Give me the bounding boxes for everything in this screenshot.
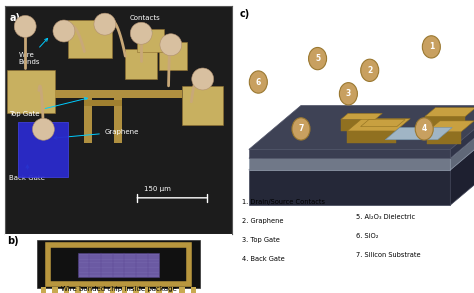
Text: 7. Silicon Substrate: 7. Silicon Substrate — [356, 252, 420, 258]
FancyBboxPatch shape — [159, 42, 187, 70]
Circle shape — [415, 118, 433, 140]
Bar — [75, 287, 81, 293]
Text: Graphene: Graphene — [54, 129, 139, 139]
Circle shape — [309, 47, 327, 70]
Polygon shape — [249, 105, 474, 149]
Bar — [84, 93, 92, 143]
Circle shape — [33, 118, 55, 140]
Text: 4: 4 — [421, 125, 427, 133]
FancyBboxPatch shape — [68, 20, 112, 58]
Circle shape — [292, 118, 310, 140]
Bar — [48, 245, 189, 284]
Bar — [191, 287, 196, 293]
Text: 6. SiO₂: 6. SiO₂ — [356, 233, 378, 239]
Bar — [121, 287, 127, 293]
Polygon shape — [450, 105, 474, 158]
Circle shape — [53, 20, 75, 42]
FancyBboxPatch shape — [182, 86, 223, 125]
Text: 5: 5 — [315, 54, 320, 63]
Polygon shape — [249, 170, 450, 205]
Circle shape — [14, 16, 36, 38]
Text: Wire
Bonds: Wire Bonds — [18, 38, 47, 65]
Text: Back Gate: Back Gate — [9, 165, 45, 180]
Polygon shape — [361, 127, 397, 138]
Circle shape — [160, 34, 182, 56]
FancyBboxPatch shape — [7, 70, 55, 113]
Polygon shape — [361, 120, 405, 127]
Polygon shape — [450, 114, 474, 170]
Bar — [36, 240, 201, 288]
Circle shape — [130, 22, 152, 44]
Text: 150 μm: 150 μm — [144, 186, 170, 192]
Bar — [84, 100, 122, 106]
Circle shape — [94, 13, 116, 35]
Text: 7: 7 — [298, 125, 304, 133]
Bar — [78, 253, 159, 277]
Circle shape — [339, 83, 357, 105]
Circle shape — [192, 68, 214, 90]
Bar — [110, 287, 116, 293]
Bar — [156, 287, 162, 293]
Bar — [99, 287, 104, 293]
Text: b): b) — [7, 236, 18, 246]
Polygon shape — [249, 158, 450, 170]
Polygon shape — [249, 114, 474, 158]
Text: c): c) — [239, 9, 250, 19]
Polygon shape — [425, 116, 465, 128]
Text: 6: 6 — [255, 78, 261, 86]
FancyBboxPatch shape — [125, 49, 157, 79]
Text: Contacts: Contacts — [130, 15, 161, 34]
Bar — [145, 287, 150, 293]
Bar — [114, 93, 122, 143]
Polygon shape — [427, 121, 474, 132]
Polygon shape — [341, 120, 375, 131]
Text: a): a) — [9, 13, 20, 23]
Bar — [179, 287, 185, 293]
Text: 1: 1 — [428, 42, 434, 51]
FancyBboxPatch shape — [137, 29, 164, 52]
Bar — [41, 287, 46, 293]
Bar — [55, 91, 182, 98]
Polygon shape — [249, 149, 450, 158]
Text: 4. Back Gate: 4. Back Gate — [242, 256, 284, 262]
Bar — [87, 287, 92, 293]
Bar — [64, 287, 69, 293]
Bar — [52, 287, 58, 293]
Text: 3: 3 — [346, 89, 351, 98]
Text: Top Gate: Top Gate — [9, 98, 87, 117]
Text: 1. Drain/Source Contacts: 1. Drain/Source Contacts — [242, 199, 325, 205]
Polygon shape — [450, 126, 474, 205]
Polygon shape — [347, 131, 396, 143]
Bar — [18, 122, 68, 177]
Polygon shape — [385, 127, 452, 140]
Polygon shape — [249, 126, 474, 170]
Polygon shape — [341, 113, 382, 120]
Circle shape — [361, 59, 379, 81]
Text: 2: 2 — [367, 66, 373, 75]
Bar — [168, 287, 173, 293]
Circle shape — [422, 36, 440, 58]
Bar — [133, 287, 138, 293]
Circle shape — [249, 71, 267, 93]
Polygon shape — [425, 108, 474, 116]
Polygon shape — [347, 119, 410, 131]
Polygon shape — [427, 132, 461, 144]
Text: Wire bonded chip inside package: Wire bonded chip inside package — [61, 287, 176, 292]
Text: 2. Graphene: 2. Graphene — [242, 218, 283, 224]
Text: 3. Top Gate: 3. Top Gate — [242, 237, 280, 243]
Text: 5. Al₂O₃ Dielectric: 5. Al₂O₃ Dielectric — [356, 214, 415, 220]
